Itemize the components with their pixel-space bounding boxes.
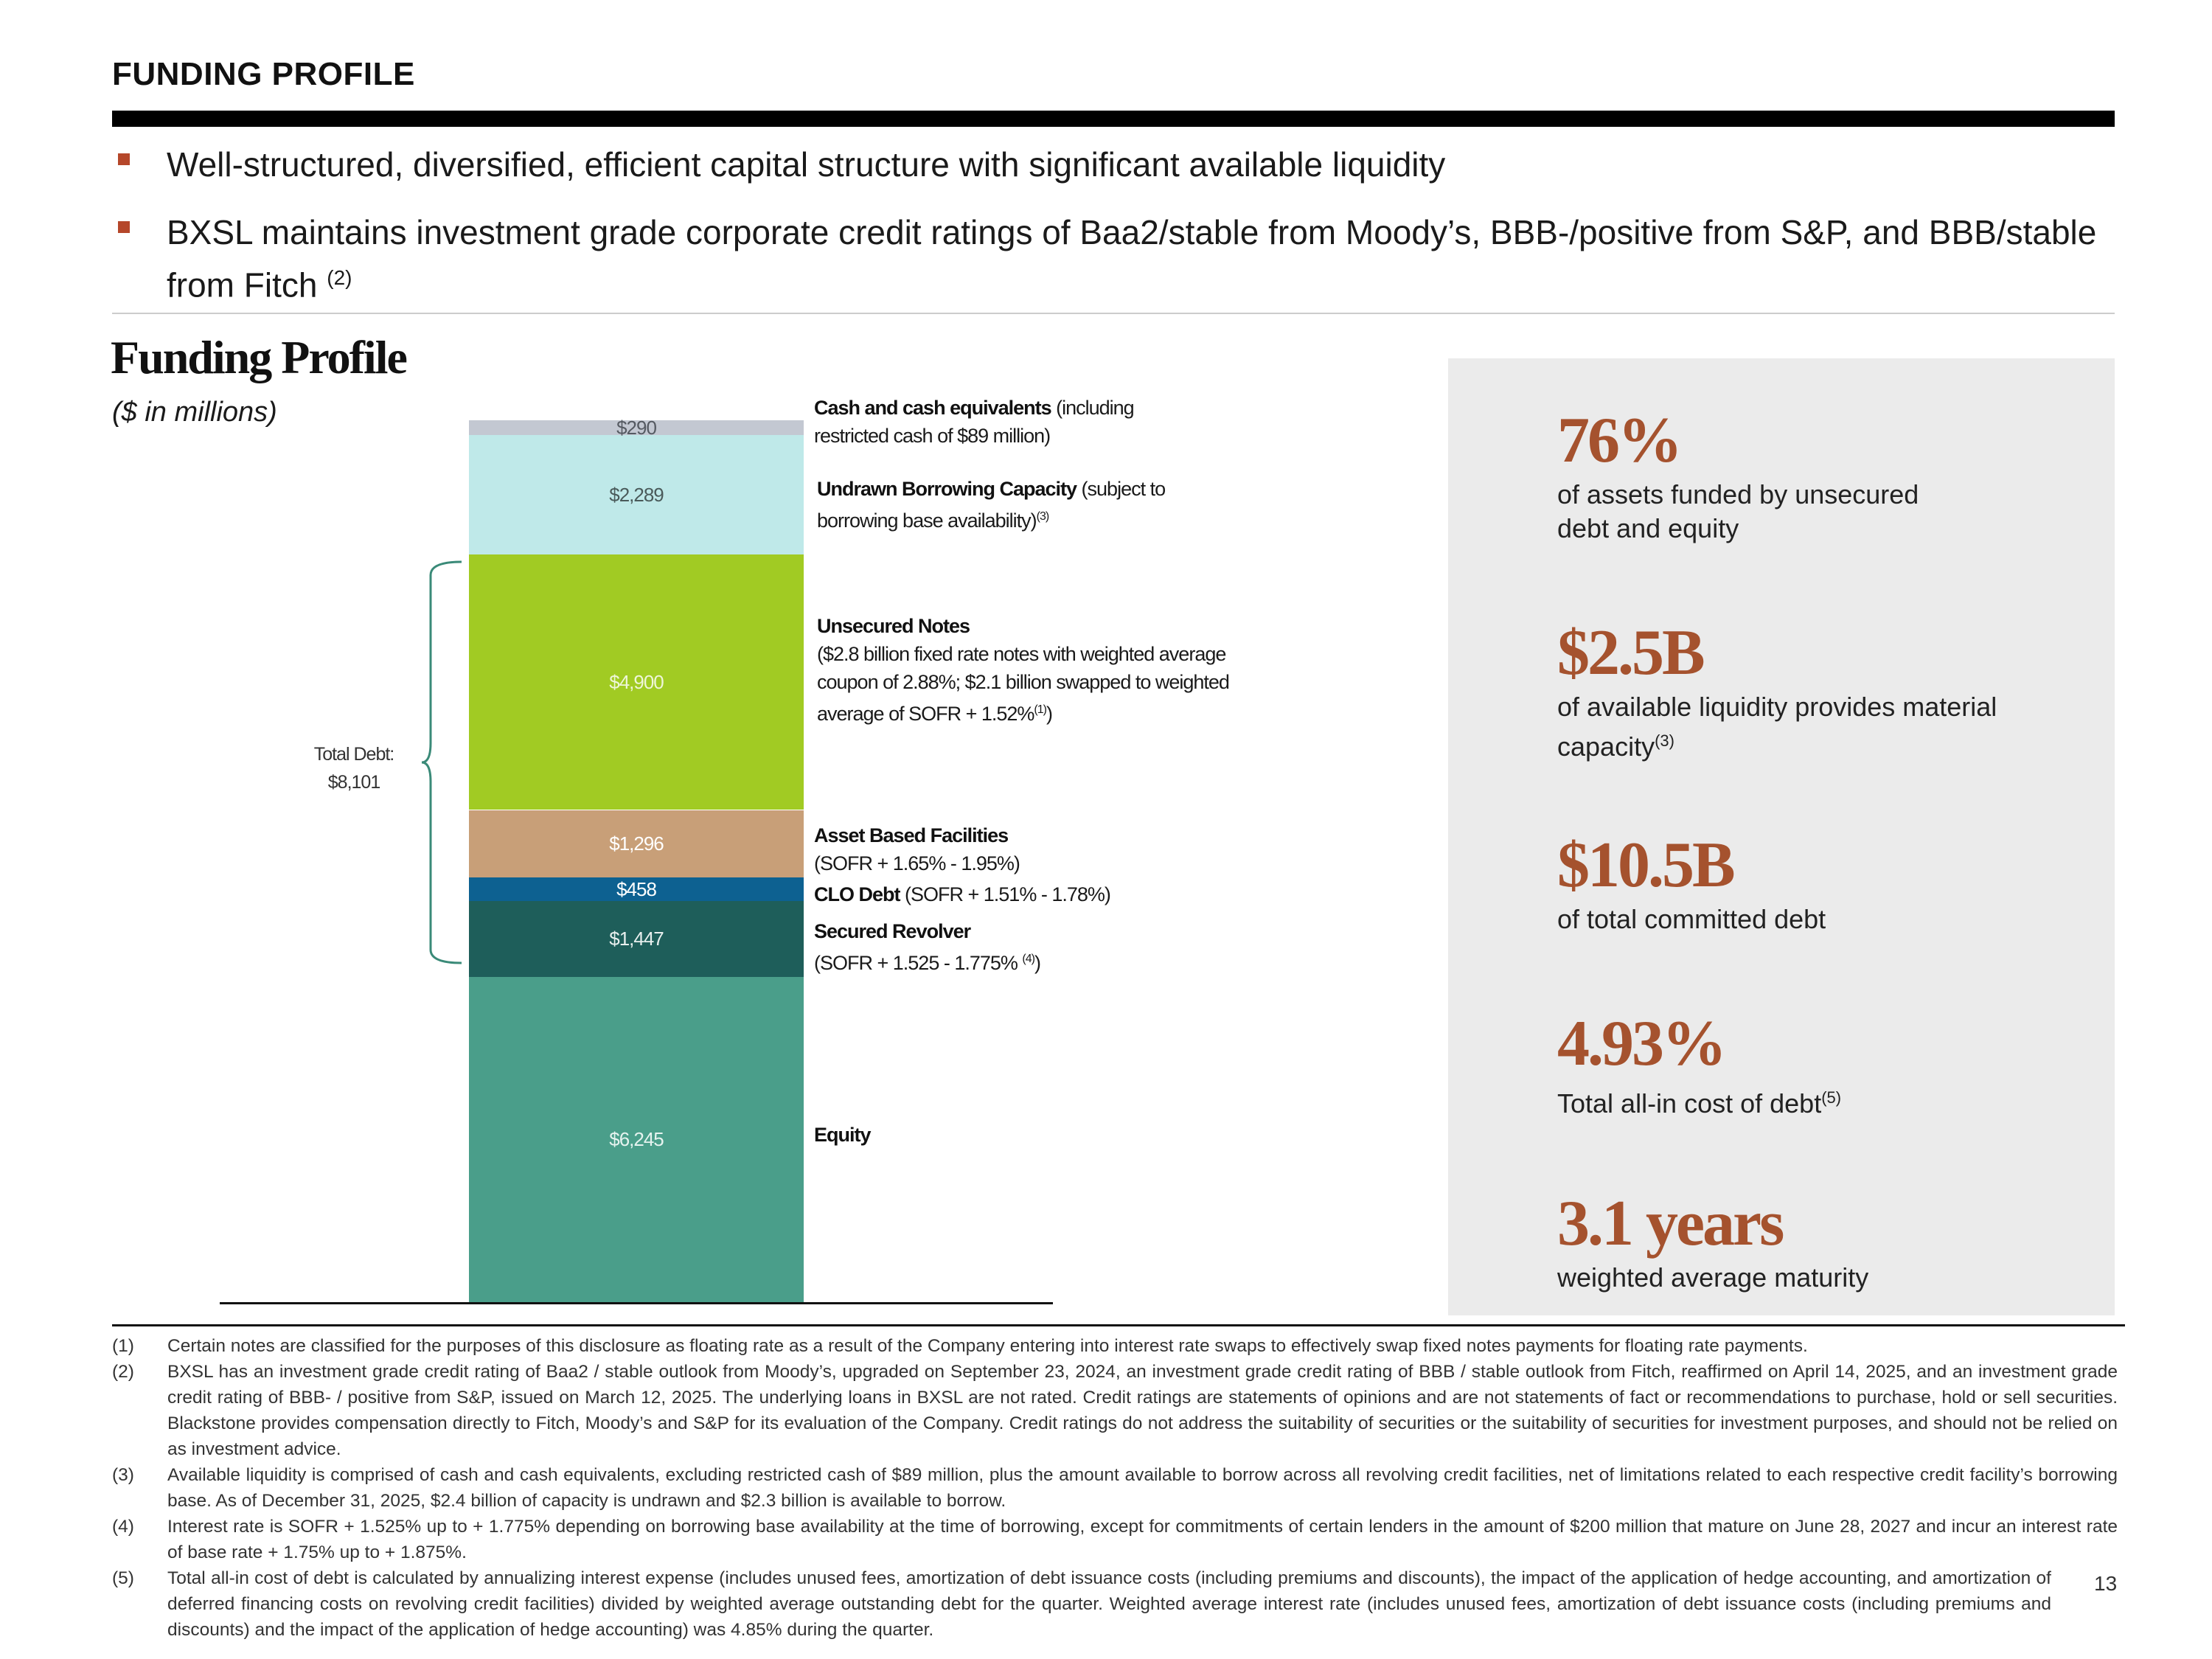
label-cash-desc: (including restricted cash of $89 millio… [814,397,1135,447]
bar-segment-value-label: $1,447 [609,928,664,950]
label-cash: Cash and cash equivalents (including res… [814,394,1161,450]
bullet-1: Well-structured, diversified, efficient … [167,142,2113,187]
footnotes: (1) Certain notes are classified for the … [112,1333,2118,1643]
bar-segment-secured-revolver: $1,447 [469,901,804,977]
stat-description: of total committed debt [1557,904,1826,934]
section-divider [112,313,2115,314]
label-revolver-tail: ) [1034,952,1041,974]
stat-value: 4.93% [1557,1008,1727,1079]
bar-segment-clo-debt: $458 [469,877,804,902]
bar-segment-equity: $6,245 [469,976,804,1302]
footnote-3: (3) Available liquidity is comprised of c… [112,1465,2118,1511]
label-clo-title: CLO Debt [814,883,900,905]
label-revolver-title: Secured Revolver [814,920,971,942]
label-revolver-desc: (SOFR + 1.525 - 1.775% [814,952,1023,974]
bullet-2-footnote-ref: (2) [327,266,352,289]
bar-segment-value-label: $6,245 [609,1127,664,1150]
label-unsecured-title: Unsecured Notes [817,615,970,637]
page-title: FUNDING PROFILE [112,56,415,92]
label-unsecured-tail: ) [1046,703,1053,725]
bullet-2-text: BXSL maintains investment grade corporat… [167,213,2097,305]
bar-segment-value-label: $4,900 [609,670,664,693]
stat-value: 76% [1557,405,1683,476]
key-stats-panel [1448,358,2115,1315]
stat-description: of assets funded by unsecured debt and e… [1557,479,1919,543]
label-undrawn-footnote-ref: (3) [1036,510,1050,523]
stat-description: Total all-in cost of debt(5) [1557,1088,1842,1119]
stat-footnote-ref: (3) [1655,731,1674,750]
footnotes-rule [112,1324,2125,1326]
label-cash-title: Cash and cash equivalents [814,397,1052,419]
bar-segment-unsecured-notes: $4,900 [469,554,804,810]
bar-segment-value-label: $290 [616,416,657,439]
label-unsecured-desc: ($2.8 billion fixed rate notes with weig… [817,643,1230,725]
label-unsecured-footnote-ref: (1) [1034,703,1047,716]
label-abf-title: Asset Based Facilities [814,824,1009,846]
bar-segment-undrawn-borrowing-capacity: $2,289 [469,435,804,555]
stat-unsecured-share: 76% of assets funded by unsecured debt a… [1557,404,2088,546]
label-clo-desc: (SOFR + 1.51% - 1.78%) [900,883,1111,905]
stat-description: weighted average maturity [1557,1262,1869,1293]
label-revolver-footnote-ref: (4) [1022,953,1035,965]
label-undrawn-title: Undrawn Borrowing Capacity [817,478,1077,500]
label-abf-desc: (SOFR + 1.65% - 1.95%) [814,852,1020,874]
total-debt-value: $8,101 [327,772,380,793]
footnote-5: (5) Total all-in cost of debt is calculat… [112,1568,2051,1640]
bullet-marker [118,221,130,233]
footnote-1: (1) Certain notes are classified for the … [112,1336,1808,1356]
stat-cost-of-debt: 4.93% Total all-in cost of debt(5) [1557,1007,2088,1121]
bullet-2: BXSL maintains investment grade corporat… [167,209,2113,307]
bullet-1-text: Well-structured, diversified, efficient … [167,145,1446,184]
label-revolver: Secured Revolver (SOFR + 1.525 - 1.775% … [814,917,1161,977]
footnote-4: (4) Interest rate is SOFR + 1.525% up to … [112,1517,2118,1562]
label-equity: Equity [814,1121,1035,1149]
title-rule [112,111,2115,127]
label-unsecured: Unsecured Notes ($2.8 billion fixed rate… [817,612,1230,728]
label-equity-title: Equity [814,1124,872,1146]
chart-baseline [220,1302,1053,1304]
bar-segment-asset-based-facilities: $1,296 [469,810,804,878]
total-debt-label: Total Debt: $8,101 [280,740,428,796]
stat-value: $10.5B [1557,830,1736,901]
bar-segment-value-label: $458 [616,877,657,900]
page-number: 13 [2094,1572,2118,1595]
label-clo: CLO Debt (SOFR + 1.51% - 1.78%) [814,880,1197,908]
total-debt-bracket [421,560,462,964]
label-undrawn-desc: (subject to borrowing base availability) [817,478,1166,532]
bullet-marker [118,153,130,165]
units-label: ($ in millions) [112,397,277,428]
stat-description: of available liquidity provides material… [1557,692,1997,762]
label-undrawn: Undrawn Borrowing Capacity (subject to b… [817,475,1171,535]
footnote-2: (2) BXSL has an investment grade credit r… [112,1362,2118,1459]
stat-committed-debt: $10.5B of total committed debt [1557,829,2088,936]
stat-weighted-maturity: 3.1 years weighted average maturity [1557,1187,2088,1295]
bar-segment-value-label: $1,296 [609,832,664,855]
stat-value: 3.1 years [1557,1188,1784,1259]
bar-segment-cash-and-cash-equivalents: $290 [469,417,804,439]
bar-segment-value-label: $2,289 [609,483,664,506]
total-debt-caption: Total Debt: [313,744,395,765]
stat-value: $2.5B [1557,617,1705,689]
stat-available-liquidity: $2.5B of available liquidity provides ma… [1557,616,2088,764]
stat-footnote-ref: (5) [1821,1088,1842,1107]
label-abf: Asset Based Facilities (SOFR + 1.65% - 1… [814,821,1161,877]
section-title: Funding Profile [111,331,408,383]
